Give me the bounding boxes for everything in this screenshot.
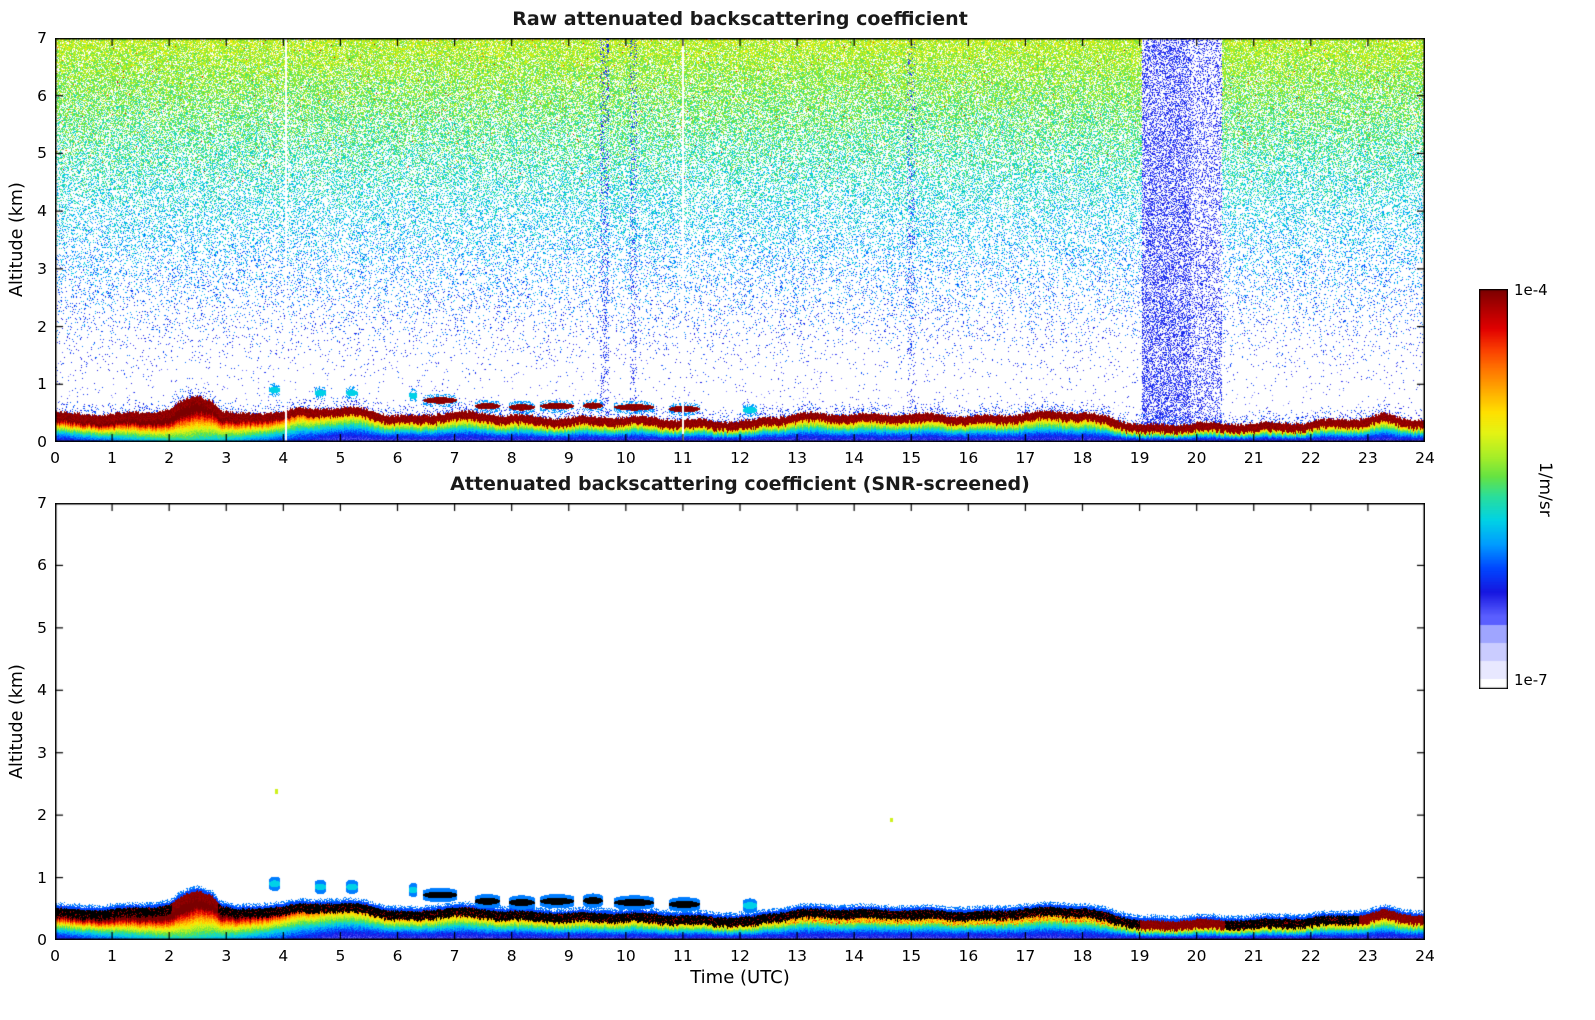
x-tick-label: 21 [1243, 449, 1264, 467]
x-tick-label: 4 [278, 947, 289, 965]
x-tick-label: 3 [221, 449, 232, 467]
x-tick-label: 9 [563, 947, 574, 965]
screened-plot-area [55, 503, 1425, 940]
x-tick-label: 15 [901, 449, 922, 467]
x-tick-label: 7 [449, 947, 460, 965]
x-tick-label: 7 [449, 449, 460, 467]
colorbar-min-label: 1e-7 [1514, 671, 1548, 689]
y-tick-label: 4 [37, 681, 47, 700]
y-tick-label: 5 [37, 618, 47, 637]
x-tick-label: 6 [392, 947, 403, 965]
raw-heatmap-canvas [55, 38, 1425, 442]
x-tick-label: 6 [392, 449, 403, 467]
x-tick-label: 20 [1186, 947, 1207, 965]
x-tick-label: 12 [730, 449, 750, 467]
y-tick-label: 0 [37, 931, 47, 949]
x-tick-label: 4 [278, 449, 289, 467]
x-tick-label: 11 [673, 947, 693, 965]
y-tick-label: 1 [37, 868, 47, 887]
colorbar-max-label: 1e-4 [1514, 281, 1548, 299]
raw-plot-area [55, 38, 1425, 442]
x-tick-label: 0 [50, 947, 60, 965]
x-tick-label: 16 [958, 947, 979, 965]
x-tick-label: 11 [673, 449, 693, 467]
x-tick-label: 22 [1300, 947, 1321, 965]
y-tick-label: 3 [37, 743, 47, 762]
x-tick-label: 3 [221, 947, 232, 965]
x-tick-label: 9 [563, 449, 574, 467]
y-tick-label: 2 [37, 806, 47, 825]
x-tick-label: 8 [506, 449, 517, 467]
screened-heatmap-canvas [55, 503, 1425, 940]
x-tick-label: 24 [1415, 449, 1435, 467]
y-tick-label: 7 [37, 29, 47, 47]
x-tick-label: 14 [844, 449, 865, 467]
x-tick-label: 5 [335, 449, 346, 467]
y-tick-label: 7 [37, 494, 47, 512]
x-tick-label: 10 [615, 947, 636, 965]
x-tick-label: 12 [730, 947, 750, 965]
y-tick-label: 6 [37, 556, 47, 575]
y-tick-label: 2 [37, 317, 47, 336]
x-tick-label: 0 [50, 449, 60, 467]
colorbar [1479, 289, 1508, 689]
x-tick-label: 10 [615, 449, 636, 467]
y-tick-label: 0 [37, 433, 47, 451]
x-tick-label: 18 [1072, 947, 1093, 965]
x-tick-label: 19 [1129, 449, 1150, 467]
x-tick-label: 18 [1072, 449, 1093, 467]
y-tick-label: 4 [37, 202, 47, 221]
colorbar-unit-label: 1/m/sr [1535, 461, 1555, 517]
x-tick-label: 14 [844, 947, 865, 965]
panel-title-screened: Attenuated backscattering coefficient (S… [450, 473, 1030, 495]
x-tick-label: 2 [164, 449, 175, 467]
x-tick-label: 17 [1015, 449, 1036, 467]
x-axis-label: Time (UTC) [690, 967, 790, 988]
colorbar-canvas [1479, 289, 1508, 689]
x-tick-label: 21 [1243, 947, 1264, 965]
panel-title-raw: Raw attenuated backscattering coefficien… [512, 8, 968, 30]
x-tick-label: 1 [107, 947, 118, 965]
y-tick-label: 6 [37, 86, 47, 105]
x-tick-label: 19 [1129, 947, 1150, 965]
x-tick-label: 17 [1015, 947, 1036, 965]
x-tick-label: 23 [1358, 947, 1378, 965]
x-tick-label: 15 [901, 947, 922, 965]
x-tick-label: 20 [1186, 449, 1207, 467]
x-tick-label: 22 [1300, 449, 1321, 467]
y-tick-label: 5 [37, 144, 47, 163]
x-tick-label: 2 [164, 947, 175, 965]
x-tick-label: 13 [787, 449, 807, 467]
x-tick-label: 23 [1358, 449, 1378, 467]
y-tick-label: 3 [37, 259, 47, 278]
x-tick-label: 8 [506, 947, 517, 965]
x-tick-label: 5 [335, 947, 346, 965]
x-tick-label: 13 [787, 947, 807, 965]
x-tick-label: 24 [1415, 947, 1435, 965]
x-tick-label: 1 [107, 449, 118, 467]
x-tick-label: 16 [958, 449, 979, 467]
y-tick-label: 1 [37, 375, 47, 394]
